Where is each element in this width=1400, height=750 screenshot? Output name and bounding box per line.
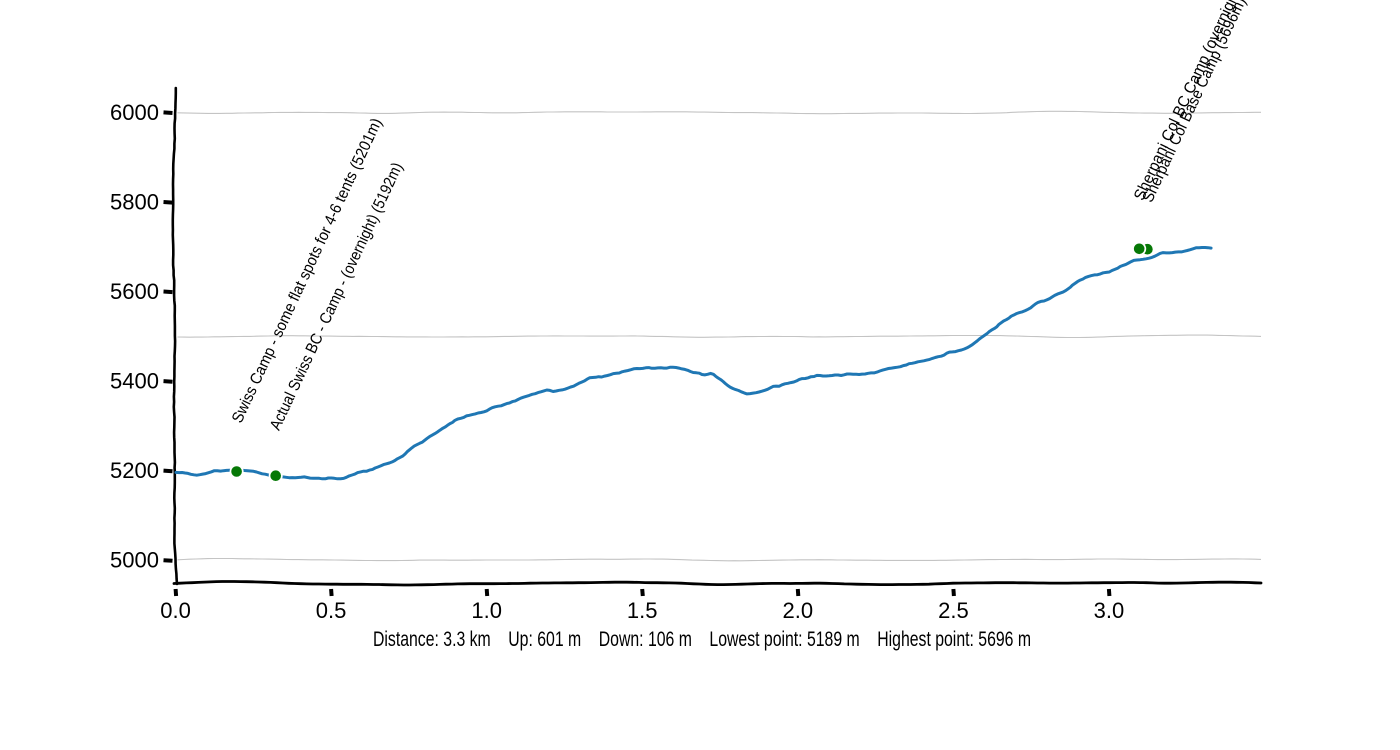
svg-text:Distance: 3.3 km Up: 601 m: Distance: 3.3 km Up: 601 m Down: 106 m L… [373,627,1031,651]
svg-text:5400: 5400 [110,369,159,394]
svg-text:5800: 5800 [110,190,159,215]
svg-text:5600: 5600 [110,279,159,304]
svg-text:0.5: 0.5 [316,598,347,623]
svg-text:3.0: 3.0 [1094,598,1125,623]
svg-text:1.0: 1.0 [471,598,502,623]
svg-text:2.5: 2.5 [938,598,969,623]
svg-text:2.0: 2.0 [783,598,814,623]
svg-text:0.0: 0.0 [160,598,191,623]
svg-text:1.5: 1.5 [627,598,658,623]
svg-text:6000: 6000 [110,100,159,125]
svg-text:5000: 5000 [110,548,159,573]
svg-text:5200: 5200 [110,458,159,483]
